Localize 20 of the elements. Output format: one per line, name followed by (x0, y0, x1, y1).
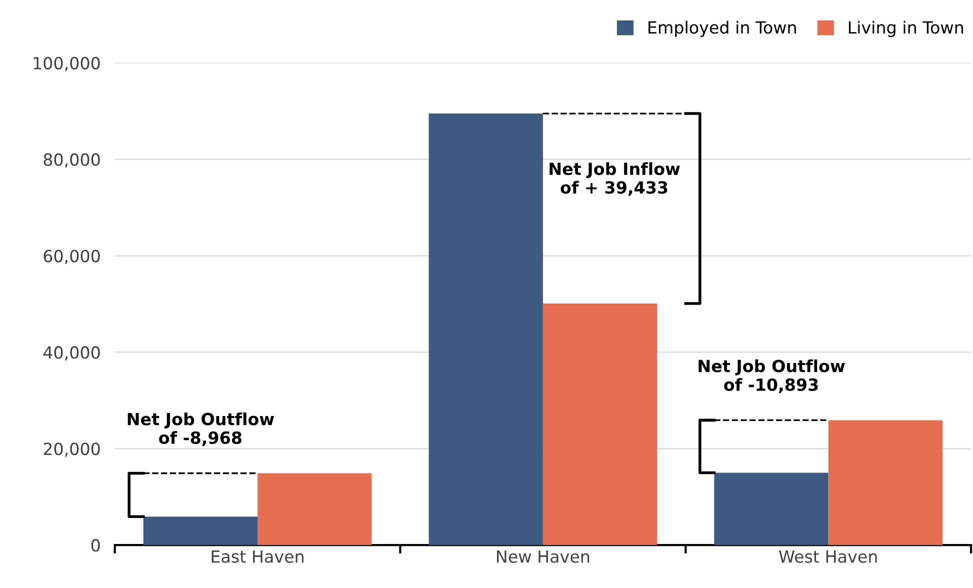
bar (143, 516, 258, 546)
annotation: Net Job Inflow of + 39,433 (550, 162, 680, 196)
x-tick-label: New Haven (497, 550, 590, 563)
annotation: Net Job Outflow of -10,893 (698, 359, 845, 394)
y-tick-label: 20,000 (44, 442, 100, 457)
bar (542, 304, 658, 546)
annotation: Net Job Outflow of -8,968 (128, 412, 274, 446)
y-tick-label: 0 (91, 539, 100, 552)
x-tick-label: West Haven (779, 550, 877, 563)
legend-label: Employed in Town (648, 20, 796, 37)
x-tick-label: East Haven (212, 550, 304, 563)
y-tick-label: 100,000 (34, 56, 100, 72)
y-tick-label: 40,000 (43, 346, 100, 360)
y-tick-label: 60,000 (44, 250, 100, 264)
bar (828, 420, 943, 546)
legend-label: Living in Town (848, 20, 963, 37)
bar (258, 473, 372, 546)
bar (714, 472, 828, 546)
y-tick-label: 80,000 (44, 153, 100, 168)
bar (428, 114, 543, 546)
